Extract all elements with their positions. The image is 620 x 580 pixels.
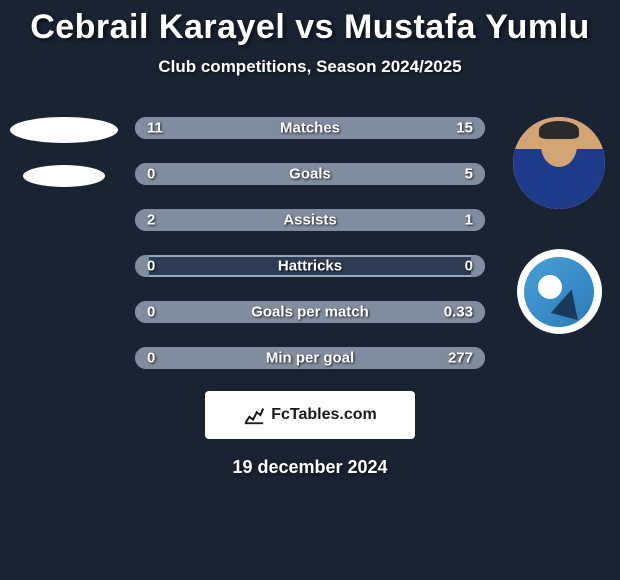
- stat-value-right: 15: [456, 120, 473, 137]
- stat-value-right: 0: [465, 258, 473, 275]
- player-right-avatars: [513, 117, 605, 334]
- chart-icon: [243, 404, 265, 426]
- stat-label: Goals: [289, 166, 331, 183]
- stats-bars: 1115Matches05Goals21Assists00Hattricks00…: [135, 117, 485, 369]
- stat-label: Hattricks: [278, 258, 342, 275]
- player-left-placeholder-2: [23, 165, 105, 187]
- stat-value-right: 5: [465, 166, 473, 183]
- stat-value-left: 0: [147, 166, 155, 183]
- stat-value-left: 2: [147, 212, 155, 229]
- bar-fill-right: [471, 255, 485, 277]
- stat-value-left: 0: [147, 350, 155, 367]
- stat-label: Min per goal: [266, 350, 354, 367]
- stat-label: Goals per match: [251, 304, 369, 321]
- stat-bar: 0 0 Hattricks: [135, 255, 485, 277]
- source-badge[interactable]: FcTables.com: [205, 391, 415, 439]
- stat-label: Matches: [280, 120, 340, 137]
- stat-bar: 0 0.33 Goals per match: [135, 301, 485, 323]
- date-label: 19 december 2024: [0, 457, 620, 478]
- club-logo: [517, 249, 602, 334]
- stat-value-left: 0: [147, 258, 155, 275]
- page-title: Cebrail Karayel vs Mustafa Yumlu: [0, 8, 620, 47]
- subtitle: Club competitions, Season 2024/2025: [0, 57, 620, 77]
- club-logo-icon: [524, 257, 594, 327]
- stat-value-right: 1: [465, 212, 473, 229]
- stat-label: Assists: [283, 212, 336, 229]
- main-container: Cebrail Karayel vs Mustafa Yumlu Club co…: [0, 0, 620, 478]
- player-right-photo: [513, 117, 605, 209]
- stat-value-left: 11: [147, 120, 163, 137]
- stat-value-right: 277: [448, 350, 473, 367]
- player-left-placeholder-1: [10, 117, 118, 143]
- player-portrait-icon: [513, 117, 605, 209]
- stat-value-right: 0.33: [444, 304, 473, 321]
- badge-text: FcTables.com: [271, 406, 377, 424]
- stat-bar: 11 15 Matches: [135, 117, 485, 139]
- stat-bar: 0 5 Goals: [135, 163, 485, 185]
- stat-bar: 2 1 Assists: [135, 209, 485, 231]
- stat-value-left: 0: [147, 304, 155, 321]
- stat-bar: 0 277 Min per goal: [135, 347, 485, 369]
- player-left-avatars: [10, 117, 118, 187]
- comparison-area: 1115Matches05Goals21Assists00Hattricks00…: [0, 117, 620, 369]
